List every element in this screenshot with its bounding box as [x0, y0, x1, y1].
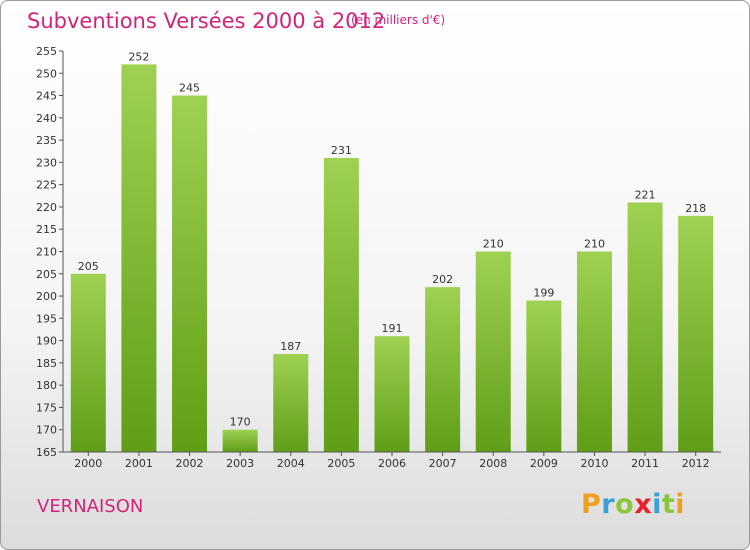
y-tick-label: 230 — [36, 156, 57, 169]
x-tick-label: 2001 — [125, 457, 153, 470]
y-tick-label: 185 — [36, 357, 57, 370]
bar-value-label: 187 — [280, 340, 301, 353]
y-tick-label: 165 — [36, 446, 57, 459]
logo-letter: P — [581, 489, 602, 520]
bar-value-label: 252 — [128, 50, 149, 63]
y-tick-label: 235 — [36, 134, 57, 147]
bar-2010 — [576, 251, 612, 452]
x-tick-label: 2007 — [429, 457, 457, 470]
bar-2005 — [323, 157, 359, 452]
logo-letter: r — [601, 489, 616, 520]
bar-2006 — [374, 336, 410, 452]
commune-name: VERNAISON — [37, 496, 144, 517]
bar-2009 — [526, 300, 562, 452]
x-tick-label: 2002 — [176, 457, 204, 470]
bar-2001 — [121, 64, 157, 452]
bar-value-label: 170 — [230, 416, 251, 429]
x-tick-label: 2005 — [327, 457, 355, 470]
y-tick-label: 195 — [36, 312, 57, 325]
y-tick-label: 240 — [36, 112, 57, 125]
bar-value-label: 245 — [179, 82, 200, 95]
bar-value-label: 205 — [78, 260, 99, 273]
bar-value-label: 202 — [432, 273, 453, 286]
y-tick-label: 175 — [36, 401, 57, 414]
y-tick-label: 225 — [36, 179, 57, 192]
x-tick-label: 2003 — [226, 457, 254, 470]
y-tick-label: 250 — [36, 67, 57, 80]
x-tick-label: 2011 — [631, 457, 659, 470]
y-tick-label: 215 — [36, 223, 57, 236]
bar-2012 — [678, 215, 714, 452]
bar-2011 — [627, 202, 663, 452]
x-tick-label: 2012 — [682, 457, 710, 470]
y-tick-label: 255 — [36, 45, 57, 58]
x-tick-label: 2008 — [479, 457, 507, 470]
y-tick-label: 170 — [36, 424, 57, 437]
x-tick-label: 2009 — [530, 457, 558, 470]
x-axis: 2000 2001 2002 2003 2004 2005 2006 2007 2008 2009… — [63, 451, 721, 470]
proxiti-logo: Proxiti — [581, 489, 685, 520]
bar-value-label: 210 — [584, 238, 605, 251]
bar-2000 — [70, 273, 106, 452]
logo-letter: i — [652, 489, 662, 520]
bar-value-label: 199 — [533, 287, 554, 300]
bar-value-label: 218 — [685, 202, 706, 215]
logo-letter: t — [661, 489, 676, 520]
bar-value-label: 221 — [635, 188, 656, 201]
chart-subtitle: (en milliers d'€) — [351, 13, 446, 27]
bar-value-label: 210 — [483, 238, 504, 251]
x-tick-label: 2006 — [378, 457, 406, 470]
y-tick-label: 200 — [36, 290, 57, 303]
bar-2004 — [273, 353, 309, 452]
logo-letter: i — [675, 489, 686, 520]
logo-letter: o — [615, 489, 635, 520]
x-tick-label: 2000 — [74, 457, 102, 470]
bar-2003 — [222, 429, 258, 452]
y-tick-label: 205 — [36, 268, 57, 281]
y-tick-label: 210 — [36, 246, 57, 259]
bar-value-label: 191 — [382, 322, 403, 335]
x-tick-label: 2004 — [277, 457, 305, 470]
bar-2007 — [425, 287, 461, 452]
bar-2008 — [475, 251, 511, 452]
y-axis: 165 170 175 180 185 190 195 200 205 210 215 220 225 2… — [36, 45, 64, 459]
chart-title: Subventions Versées 2000 à 2012 — [27, 9, 386, 33]
logo-letter: x — [634, 489, 653, 520]
y-tick-label: 220 — [36, 201, 57, 214]
y-tick-label: 180 — [36, 379, 57, 392]
bars-group: 205 252 245 170 187 231 191 202 210 199 210 221 218 — [70, 50, 714, 453]
x-tick-label: 2010 — [580, 457, 608, 470]
y-tick-label: 190 — [36, 335, 57, 348]
y-tick-label: 245 — [36, 90, 57, 103]
bar-2002 — [172, 95, 208, 453]
bar-value-label: 231 — [331, 144, 352, 157]
